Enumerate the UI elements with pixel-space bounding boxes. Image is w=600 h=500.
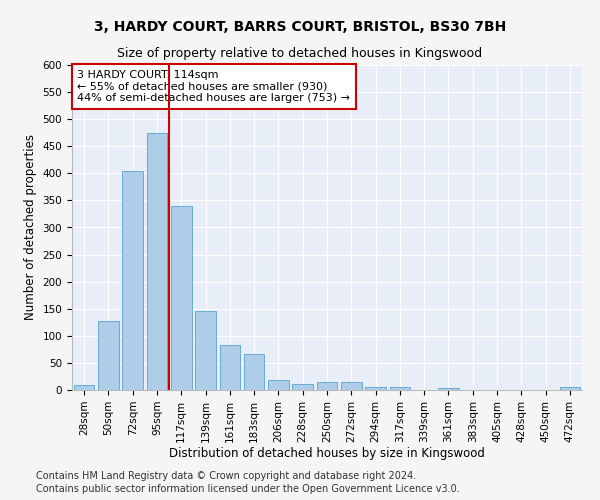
Text: Size of property relative to detached houses in Kingswood: Size of property relative to detached ho…: [118, 48, 482, 60]
Bar: [171, 206, 191, 390]
Bar: [438, 388, 459, 390]
Y-axis label: Number of detached properties: Number of detached properties: [24, 134, 37, 320]
Text: 3 HARDY COURT: 114sqm
← 55% of detached houses are smaller (930)
44% of semi-det: 3 HARDY COURT: 114sqm ← 55% of detached …: [77, 70, 350, 103]
Bar: [98, 321, 119, 390]
Bar: [122, 170, 143, 390]
Bar: [244, 354, 265, 390]
X-axis label: Distribution of detached houses by size in Kingswood: Distribution of detached houses by size …: [169, 448, 485, 460]
Bar: [317, 382, 337, 390]
Bar: [146, 132, 167, 390]
Bar: [195, 312, 216, 390]
Bar: [220, 344, 240, 390]
Bar: [389, 387, 410, 390]
Bar: [341, 382, 362, 390]
Text: 3, HARDY COURT, BARRS COURT, BRISTOL, BS30 7BH: 3, HARDY COURT, BARRS COURT, BRISTOL, BS…: [94, 20, 506, 34]
Bar: [365, 387, 386, 390]
Text: Contains public sector information licensed under the Open Government Licence v3: Contains public sector information licen…: [36, 484, 460, 494]
Bar: [268, 380, 289, 390]
Bar: [74, 385, 94, 390]
Bar: [292, 384, 313, 390]
Bar: [560, 388, 580, 390]
Text: Contains HM Land Registry data © Crown copyright and database right 2024.: Contains HM Land Registry data © Crown c…: [36, 471, 416, 481]
